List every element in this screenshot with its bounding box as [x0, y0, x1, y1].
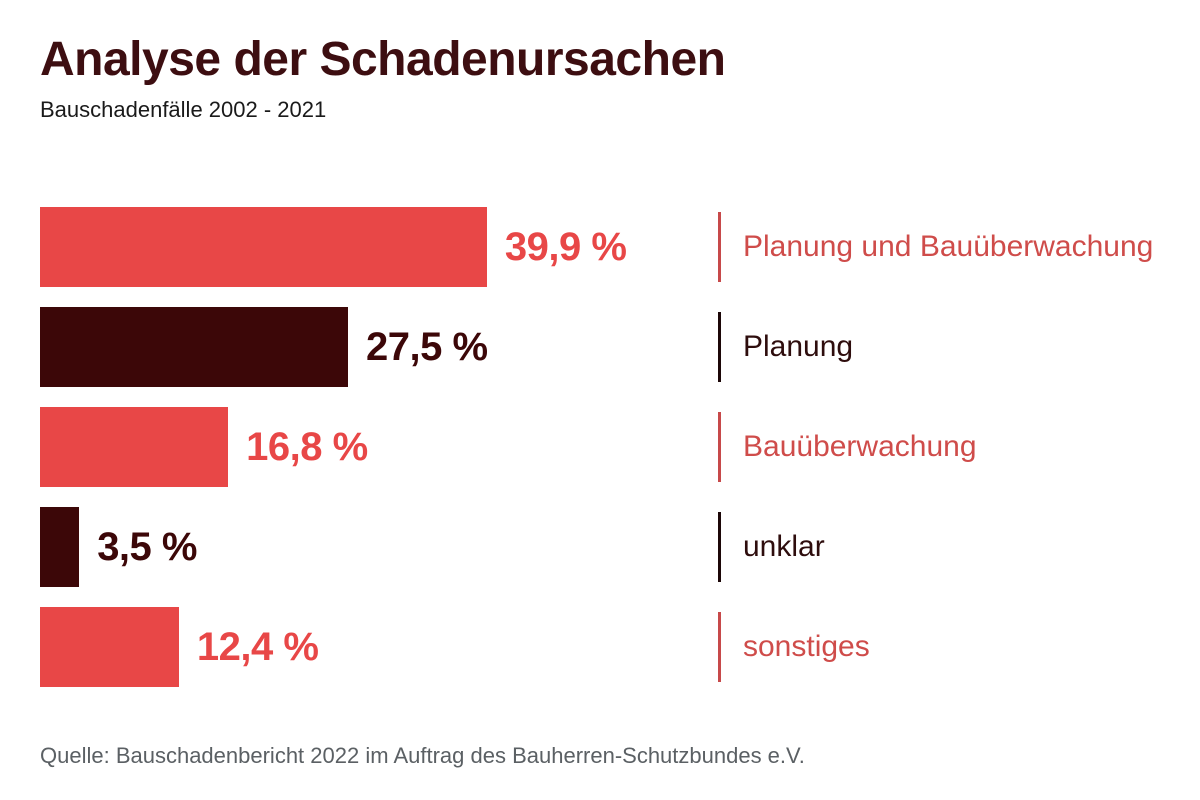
category-tick-line	[718, 212, 721, 283]
category-tick-line	[718, 312, 721, 383]
label-zone: Planung und Bauüberwachung	[718, 212, 1160, 283]
label-zone: Planung	[718, 312, 1160, 383]
bar	[40, 407, 229, 488]
category-label: sonstiges	[743, 630, 870, 664]
category-label: Planung	[743, 330, 854, 364]
bar-row: 27,5 % Planung	[40, 307, 1160, 388]
bar	[40, 607, 179, 688]
label-zone: unklar	[718, 512, 1160, 583]
bar	[40, 207, 487, 288]
bar-row: 12,4 % sonstiges	[40, 607, 1160, 688]
bar-value-label: 16,8 %	[246, 424, 368, 469]
bar-row: 39,9 % Planung und Bauüberwachung	[40, 207, 1160, 288]
bar-zone: 12,4 %	[40, 607, 718, 688]
bar	[40, 307, 348, 388]
source-note: Quelle: Bauschadenbericht 2022 im Auftra…	[40, 743, 805, 769]
bar-zone: 27,5 %	[40, 307, 718, 388]
bar-value-label: 3,5 %	[97, 524, 197, 569]
bar-zone: 16,8 %	[40, 407, 718, 488]
bar-zone: 39,9 %	[40, 207, 718, 288]
bar-value-label: 27,5 %	[366, 324, 488, 369]
category-label: Bauüberwachung	[743, 430, 977, 464]
category-tick-line	[718, 612, 721, 683]
bar	[40, 507, 80, 588]
bar-value-label: 39,9 %	[504, 224, 627, 269]
label-zone: sonstiges	[718, 612, 1160, 683]
bar-row: 16,8 % Bauüberwachung	[40, 407, 1160, 488]
bar-value-label: 12,4 %	[196, 624, 319, 669]
bar-zone: 3,5 %	[40, 507, 718, 588]
category-label: unklar	[743, 530, 825, 564]
bar-rows: 39,9 % Planung und Bauüberwachung 27,5 %…	[40, 207, 1160, 688]
page-subtitle: Bauschadenfälle 2002 - 2021	[40, 96, 327, 122]
category-tick-line	[718, 512, 721, 583]
bar-row: 3,5 % unklar	[40, 507, 1160, 588]
page-title: Analyse der Schadenursachen	[40, 33, 726, 86]
label-zone: Bauüberwachung	[718, 412, 1160, 483]
category-tick-line	[718, 412, 721, 483]
category-label: Planung und Bauüberwachung	[743, 230, 1154, 264]
